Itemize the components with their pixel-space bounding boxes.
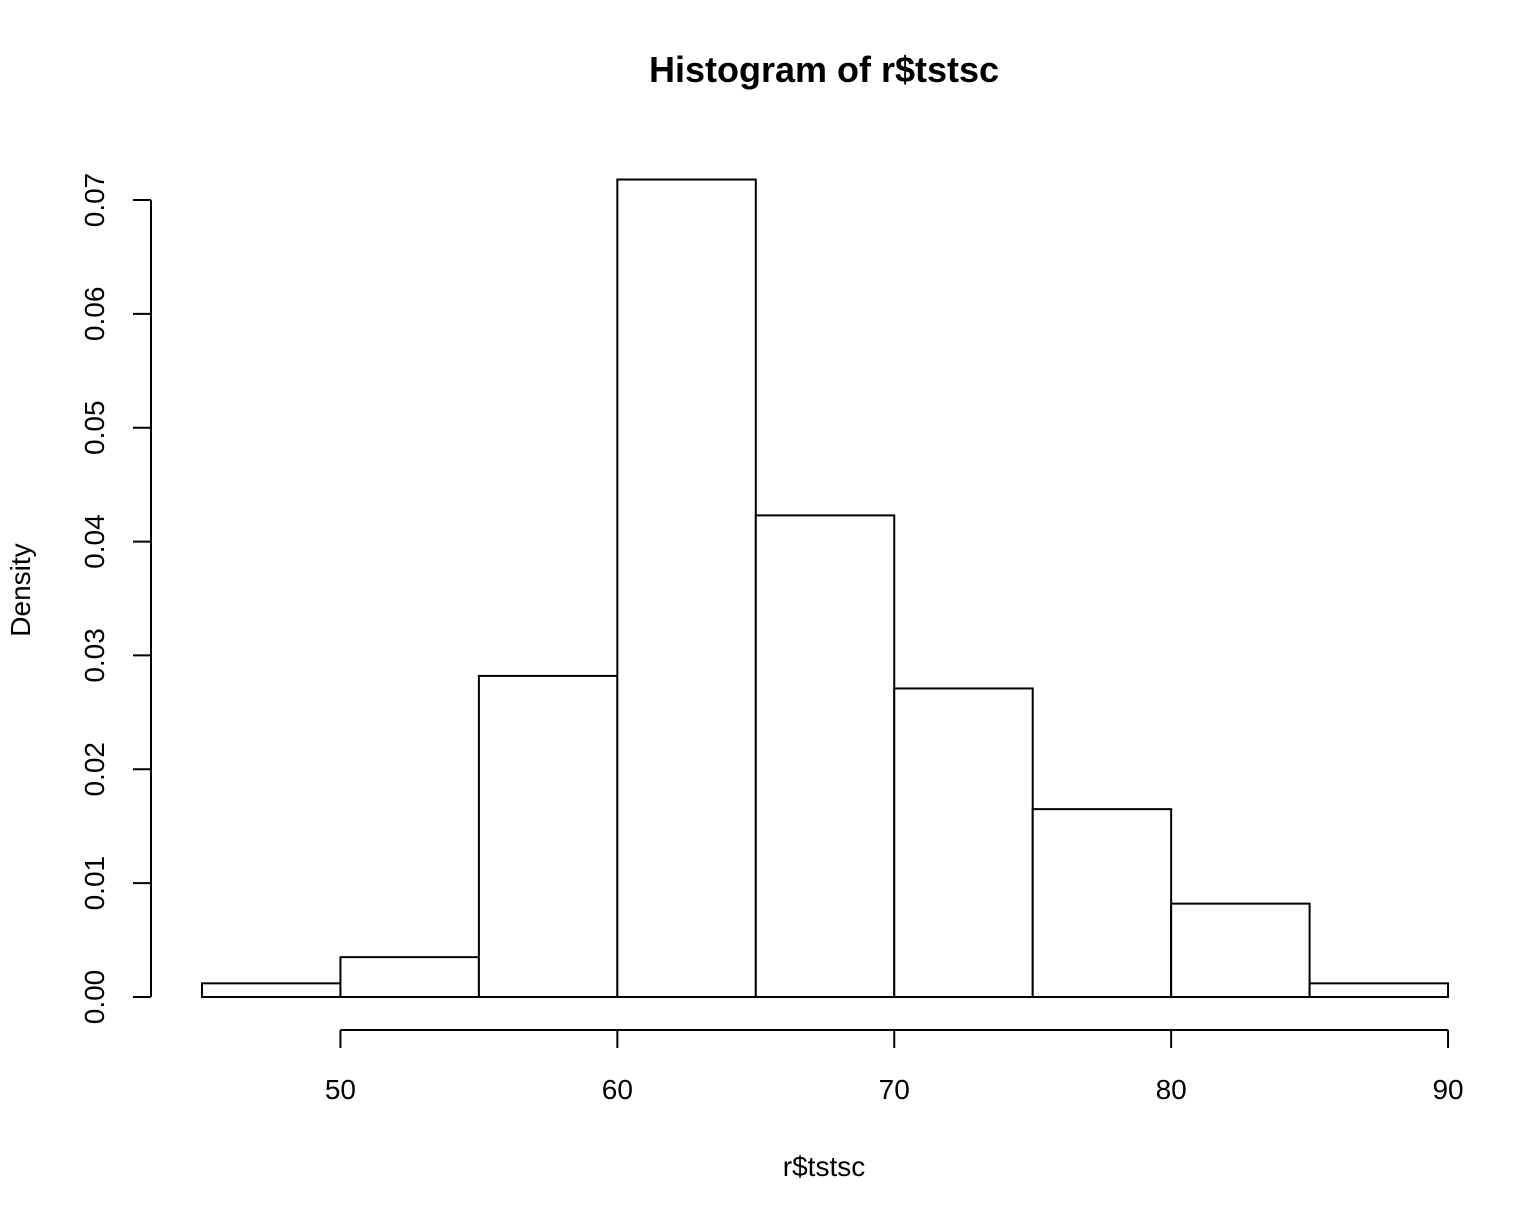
bars-group bbox=[201, 178, 1450, 999]
histogram-bar-7 bbox=[1170, 902, 1311, 998]
y-tick-label-2: 0.02 bbox=[79, 742, 110, 797]
x-tick-label-1: 60 bbox=[602, 1074, 633, 1105]
x-axis: 50 60 70 80 90 bbox=[325, 1029, 1464, 1105]
histogram-bar-3 bbox=[616, 178, 757, 998]
y-axis-label: Density bbox=[5, 543, 36, 636]
histogram-bar-8 bbox=[1308, 982, 1450, 999]
histogram-bar-1 bbox=[339, 956, 480, 999]
x-tick-label-2: 70 bbox=[879, 1074, 910, 1105]
y-tick-label-3: 0.03 bbox=[79, 628, 110, 683]
y-axis: 0.00 0.01 0.02 0.03 0.04 0.05 0.06 0.07 bbox=[79, 173, 152, 1025]
histogram-bar-5 bbox=[893, 687, 1034, 998]
y-tick-label-5: 0.05 bbox=[79, 400, 110, 455]
x-tick-label-0: 50 bbox=[325, 1074, 356, 1105]
y-tick-label-6: 0.06 bbox=[79, 287, 110, 342]
x-tick-label-3: 80 bbox=[1156, 1074, 1187, 1105]
histogram-bar-0 bbox=[201, 982, 342, 999]
y-tick-label-7: 0.07 bbox=[79, 173, 110, 228]
x-tick-label-4: 90 bbox=[1432, 1074, 1463, 1105]
histogram-bar-2 bbox=[477, 674, 619, 998]
y-tick-label-0: 0.00 bbox=[79, 970, 110, 1025]
x-axis-label: r$tstsc bbox=[783, 1151, 865, 1182]
y-tick-label-1: 0.01 bbox=[79, 856, 110, 911]
histogram-bar-6 bbox=[1031, 808, 1173, 999]
histogram-bar-4 bbox=[754, 514, 896, 998]
chart-title: Histogram of r$tstsc bbox=[649, 49, 999, 90]
y-tick-label-4: 0.04 bbox=[79, 514, 110, 569]
